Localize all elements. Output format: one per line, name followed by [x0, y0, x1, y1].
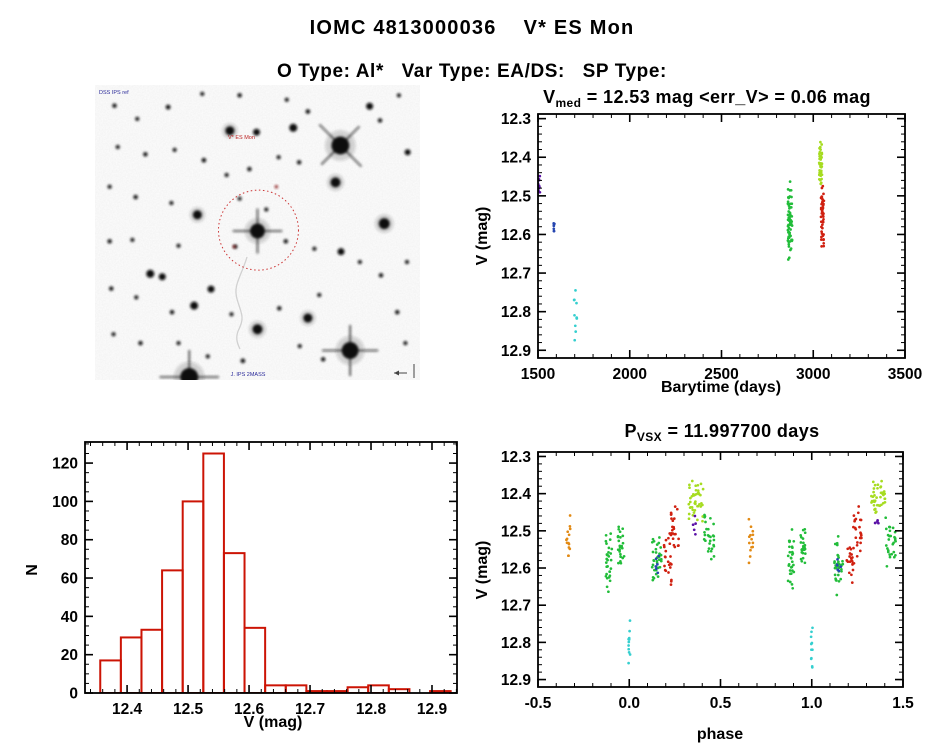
y-tick-label: 12.7: [501, 598, 531, 615]
y-tick-label: 12.8: [501, 304, 532, 321]
phase-svg: -0.5 0.0 0.5 1.0 1.5 12.3 12.4 12.5 12.6 12.7 12.8…: [474, 421, 914, 743]
x-tick-label: 0.5: [710, 695, 732, 712]
y-tick-label: 12.5: [501, 188, 532, 205]
x-tick-label: 1500: [521, 366, 555, 383]
compass-marks: [394, 364, 415, 378]
object-type-line: O Type: Al* Var Type: EA/DS: SP Type:: [277, 61, 667, 82]
x-tick-label: 12.4: [112, 701, 143, 718]
y-tick-label: 40: [61, 609, 78, 626]
x-axis-label: Barytime (days): [661, 379, 781, 396]
y-tick-label: 12.9: [501, 343, 532, 360]
x-tick-label: 2500: [704, 366, 738, 383]
y-tick-label: 80: [61, 532, 78, 549]
plot-box: [84, 441, 458, 694]
phase-folded-light-curve-plot: -0.5 0.0 0.5 1.0 1.5 12.3 12.4 12.5 12.6 12.7 12.8…: [460, 415, 944, 747]
axes: -0.5 0.0 0.5 1.0 1.5 12.3 12.4 12.5 12.6 12.7 12.8…: [501, 449, 914, 712]
x-tick-label: 3500: [888, 366, 922, 383]
y-axis-label: N: [24, 564, 41, 576]
y-tick-label: 12.4: [501, 486, 532, 503]
target-name-label: V* ES Mon: [228, 135, 255, 141]
survey-label: DSS IPS ref: [99, 90, 129, 96]
y-tick-label: 12.8: [501, 635, 532, 652]
stars: [107, 91, 411, 380]
coordinates-label: J. IPS 2MASS: [231, 372, 266, 378]
x-tick-label: 0.0: [618, 695, 640, 712]
x-axis-label: V (mag): [244, 714, 303, 731]
plot-box: [537, 113, 906, 359]
y-tick-label: 12.7: [501, 266, 531, 283]
axes: 1500 2000 2500 3000 3500 12.3 12.4 12.5 12.6 12.7…: [501, 111, 922, 383]
data-points: [99, 452, 452, 693]
y-tick-label: 12.5: [501, 523, 532, 540]
histogram-svg: 12.4 12.5 12.6 12.7 12.8 12.9 0 20 40 60 80 100 120 V…: [24, 441, 458, 731]
data-points: [565, 479, 897, 669]
finder-chart-svg: DSS IPS ref V* ES Mon J. IPS 2MASS: [95, 85, 420, 380]
plate-artifact-line: [235, 256, 248, 350]
y-tick-label: 12.3: [501, 111, 532, 128]
x-tick-label: 3000: [796, 366, 830, 383]
x-tick-label: -0.5: [525, 695, 552, 712]
x-tick-label: 12.5: [173, 701, 204, 718]
y-tick-label: 12.6: [501, 227, 532, 244]
page-title: IOMC 4813000036 V* ES Mon: [309, 17, 635, 39]
x-tick-label: 12.6: [234, 701, 265, 718]
plot-title: Vmed = 12.53 mag <err_V> = 0.06 mag: [543, 87, 871, 110]
y-tick-label: 60: [61, 571, 78, 588]
x-tick-label: 12.9: [417, 701, 448, 718]
red-reference-star: [274, 185, 278, 189]
x-tick-label: 12.7: [295, 701, 325, 718]
target-circle: [217, 189, 299, 271]
x-tick-label: 1.5: [892, 695, 914, 712]
y-tick-label: 12.9: [501, 672, 532, 689]
barytime-svg: 1500 2000 2500 3000 3500 12.3 12.4 12.5 12.6 12.7…: [474, 87, 922, 396]
barytime-light-curve-plot: 1500 2000 2500 3000 3500 12.3 12.4 12.5 12.6 12.7…: [460, 85, 944, 400]
y-tick-label: 20: [61, 647, 78, 664]
y-tick-label: 12.4: [501, 150, 532, 167]
x-axis-label: phase: [697, 726, 743, 743]
x-tick-label: 2000: [613, 366, 647, 383]
magnitude-histogram-plot: 12.4 12.5 12.6 12.7 12.8 12.9 0 20 40 60 80 100 120 V…: [20, 420, 480, 747]
axes: 12.4 12.5 12.6 12.7 12.8 12.9 0 20 40 60 80 100 120: [52, 441, 458, 718]
red-reference-star: [232, 245, 236, 249]
y-tick-label: 12.6: [501, 561, 532, 578]
y-axis-label: V (mag): [474, 207, 491, 266]
x-tick-label: 1.0: [801, 695, 823, 712]
data-points: [538, 140, 826, 342]
y-tick-label: 120: [52, 456, 78, 473]
plot-box: [537, 451, 904, 688]
y-tick-label: 12.3: [501, 449, 532, 466]
y-axis-label: V (mag): [474, 541, 491, 600]
y-tick-label: 0: [69, 686, 78, 703]
finder-chart-image: DSS IPS ref V* ES Mon J. IPS 2MASS: [95, 85, 420, 380]
plot-title: PVSX = 11.997700 days: [624, 421, 819, 444]
x-tick-label: 12.8: [356, 701, 387, 718]
y-tick-label: 100: [52, 494, 78, 511]
